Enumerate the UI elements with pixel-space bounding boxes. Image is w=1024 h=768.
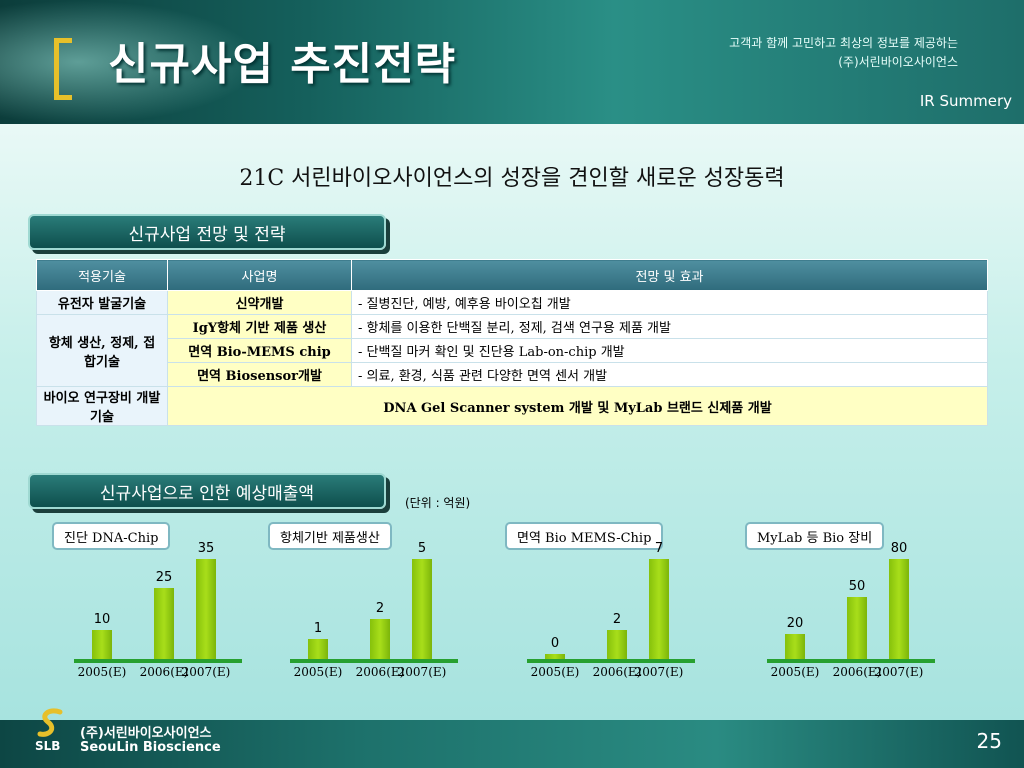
- unit-label: (단위 : 억원): [405, 496, 471, 510]
- column-header-effect: 전망 및 효과: [351, 259, 988, 291]
- chart-title: 진단 DNA-Chip: [52, 522, 171, 550]
- chart-bar: [545, 654, 565, 659]
- bar-value-label: 10: [93, 612, 111, 628]
- header-glow: [0, 0, 260, 124]
- category-label: 2006(E): [592, 665, 642, 679]
- bar-value-label: 2: [612, 612, 622, 628]
- category-label: 2005(E): [770, 665, 820, 679]
- bar-value-label: 35: [197, 541, 215, 556]
- tagline-text: 고객과 함께 고민하고 최상의 정보를 제공하는: [729, 36, 958, 50]
- chart-baseline: [290, 659, 458, 663]
- logo-text: SLB: [35, 739, 60, 752]
- section-name: IR Summery: [919, 92, 1012, 110]
- cell-effect-wide: DNA Gel Scanner system 개발 및 MyLab 브랜드 신제…: [167, 386, 988, 426]
- chart-baseline: [527, 659, 695, 663]
- chart-title: 면역 Bio MEMS-Chip: [505, 522, 664, 550]
- bar-value-label: 1: [313, 621, 323, 636]
- cell-biz: IgY항체 기반 제품 생산: [167, 314, 352, 339]
- cell-biz: 신약개발: [167, 290, 352, 315]
- category-label: 2006(E): [355, 665, 405, 679]
- sales-banner: 신규사업으로 인한 예상매출액: [28, 473, 386, 509]
- bar-value-label: 25: [155, 569, 173, 585]
- bar-value-label: 80: [890, 541, 908, 556]
- bar-value-label: 5: [417, 541, 427, 556]
- category-label: 2007(E): [397, 665, 447, 679]
- table-header-row: 적용기술 사업명 전망 및 효과: [36, 259, 988, 291]
- sales-chart: 면역 Bio MEMS-Chip 0 2005(E) 2 2006(E) 7 2007(E): [505, 518, 705, 688]
- chart-title: 항체기반 제품생산: [268, 522, 392, 550]
- strategy-banner: 신규사업 전망 및 전략: [28, 214, 386, 250]
- cell-tech: 유전자 발굴기술: [36, 290, 168, 315]
- cell-effect: - 단백질 마커 확인 및 진단용 Lab-on-chip 개발: [351, 338, 988, 363]
- category-label: 2006(E): [832, 665, 882, 679]
- footer-company-ko: (주)서린바이오사이언스: [80, 726, 212, 741]
- footer-company-en: SeouLin Bioscience: [80, 740, 221, 755]
- bar-value-label: 7: [654, 541, 664, 556]
- bar-value-label: 0: [550, 636, 560, 651]
- bar-value-label: 2: [375, 601, 385, 616]
- bar-value-label: 20: [786, 616, 804, 631]
- chart-bar: [92, 630, 112, 659]
- chart-bar: [785, 634, 805, 659]
- chart-bar: [649, 559, 669, 659]
- strategy-table: 적용기술 사업명 전망 및 효과 유전자 발굴기술 신약개발 - 질병진단, 예…: [36, 259, 988, 426]
- chart-baseline: [767, 659, 935, 663]
- chart-bar: [154, 587, 174, 659]
- title-bracket-icon: [54, 38, 72, 100]
- category-label: 2007(E): [181, 665, 231, 679]
- category-label: 2005(E): [77, 665, 127, 679]
- chart-bar: [412, 559, 432, 659]
- cell-biz: 면역 Biosensor개발: [167, 362, 352, 387]
- category-label: 2006(E): [139, 665, 189, 679]
- cell-effect: - 항체를 이용한 단백질 분리, 정제, 검색 연구용 제품 개발: [351, 314, 988, 339]
- chart-baseline: [74, 659, 242, 663]
- sales-chart: 진단 DNA-Chip 10 2005(E) 25 2006(E) 35 2007(E): [52, 518, 252, 688]
- header-tagline: 고객과 함께 고민하고 최상의 정보를 제공하는 (주)서린바이오사이언스: [729, 34, 958, 72]
- sales-chart: MyLab 등 Bio 장비 20 2005(E) 50 2006(E) 80 2007(E…: [745, 518, 945, 688]
- page-number: 25: [976, 729, 1002, 753]
- chart-bar: [847, 596, 867, 659]
- category-label: 2005(E): [293, 665, 343, 679]
- table-row: 유전자 발굴기술 신약개발 - 질병진단, 예방, 예후용 바이오칩 개발: [36, 290, 988, 315]
- chart-title: MyLab 등 Bio 장비: [745, 522, 885, 550]
- footer-band: [0, 720, 1024, 768]
- company-logo-icon: SLB: [34, 706, 68, 753]
- table-row: 면역 Bio-MEMS chip - 단백질 마커 확인 및 진단용 Lab-o…: [37, 338, 988, 363]
- chart-bar: [889, 559, 909, 659]
- bar-value-label: 50: [848, 578, 866, 594]
- cell-tech: 항체 생산, 정제, 접합기술: [36, 314, 168, 387]
- cell-tech: 바이오 연구장비 개발기술: [36, 386, 168, 426]
- chart-bar: [607, 630, 627, 659]
- category-label: 2007(E): [634, 665, 684, 679]
- header-band: 신규사업 추진전략 고객과 함께 고민하고 최상의 정보를 제공하는 (주)서린…: [0, 0, 1024, 124]
- chart-bar: [196, 559, 216, 659]
- column-header-biz: 사업명: [167, 259, 352, 291]
- category-label: 2007(E): [874, 665, 924, 679]
- category-label: 2005(E): [530, 665, 580, 679]
- sales-chart: 항체기반 제품생산 1 2005(E) 2 2006(E) 5 2007(E): [268, 518, 468, 688]
- chart-bar: [308, 639, 328, 659]
- table-row: 항체 생산, 정제, 접합기술 IgY항체 기반 제품 생산 - 항체를 이용한…: [36, 314, 988, 387]
- table-row: 바이오 연구장비 개발기술 DNA Gel Scanner system 개발 …: [36, 386, 988, 426]
- headline: 21C 서린바이오사이언스의 성장을 견인할 새로운 성장동력: [239, 166, 785, 191]
- chart-bar: [370, 619, 390, 659]
- tagline-company: (주)서린바이오사이언스: [838, 55, 958, 69]
- column-header-tech: 적용기술: [36, 259, 168, 291]
- cell-biz: 면역 Bio-MEMS chip: [167, 338, 352, 363]
- table-row: 면역 Biosensor개발 - 의료, 환경, 식품 관련 다양한 면역 센서…: [37, 362, 988, 387]
- cell-effect: - 의료, 환경, 식품 관련 다양한 면역 센서 개발: [351, 362, 988, 387]
- cell-effect: - 질병진단, 예방, 예후용 바이오칩 개발: [351, 290, 988, 315]
- page-title: 신규사업 추진전략: [108, 39, 457, 90]
